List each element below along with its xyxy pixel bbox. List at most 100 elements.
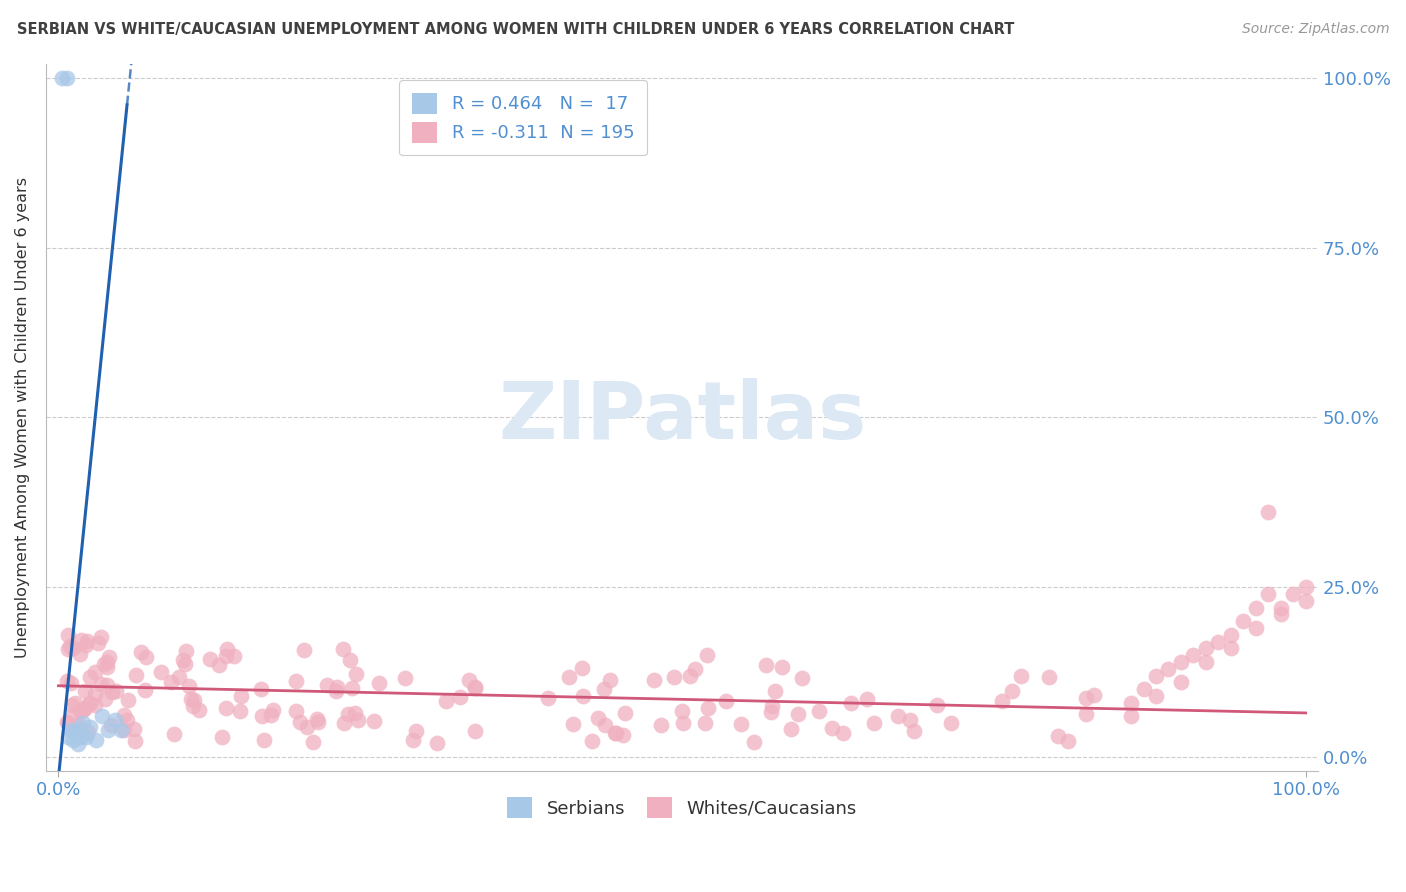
Point [305,712,328,726]
Point [84,687,107,701]
Point [821,721,844,735]
Point [149,665,172,680]
Point [284,674,307,689]
Point [1076,707,1098,722]
Text: ZIPatlas: ZIPatlas [498,378,866,457]
Point [1270,607,1292,622]
Point [124,733,146,747]
Point [292,643,315,657]
Point [1074,690,1097,705]
Point [250,709,273,723]
Point [855,692,877,706]
Point [56,716,79,731]
Point [662,670,685,684]
Point [1244,621,1267,635]
Point [1182,648,1205,663]
Point [697,701,720,715]
Point [458,673,481,687]
Point [770,660,793,674]
Point [402,733,425,747]
Point [1119,696,1142,710]
Point [1119,709,1142,723]
Y-axis label: Unemployment Among Women with Children Under 6 years: Unemployment Among Women with Children U… [15,177,30,658]
Point [464,724,486,739]
Point [63,707,86,722]
Point [69,704,91,718]
Point [605,726,627,740]
Point [315,678,337,692]
Point [464,681,486,695]
Point [672,715,695,730]
Point [63,726,86,740]
Point [405,724,427,739]
Point [67,716,90,731]
Point [70,730,93,744]
Point [863,715,886,730]
Point [90,677,112,691]
Point [250,681,273,696]
Point [714,694,737,708]
Point [368,676,391,690]
Point [58,730,80,744]
Point [112,723,135,737]
Point [763,684,786,698]
Point [117,692,139,706]
Point [112,707,135,722]
Point [790,671,813,685]
Point [571,690,593,704]
Point [614,706,637,720]
Point [181,699,204,714]
Point [1208,634,1230,648]
Point [180,691,202,706]
Point [808,704,831,718]
Point [58,628,80,642]
Point [169,670,191,684]
Point [730,716,752,731]
Point [696,648,718,663]
Point [363,714,385,728]
Point [215,700,238,714]
Point [1170,655,1192,669]
Point [336,706,359,721]
Point [679,669,702,683]
Point [990,694,1012,708]
Point [1195,655,1218,669]
Point [1282,587,1305,601]
Point [603,725,626,739]
Point [761,698,783,713]
Text: SERBIAN VS WHITE/CAUCASIAN UNEMPLOYMENT AMONG WOMEN WITH CHILDREN UNDER 6 YEARS : SERBIAN VS WHITE/CAUCASIAN UNEMPLOYMENT … [17,22,1014,37]
Point [343,706,366,720]
Point [558,670,581,684]
Point [841,696,863,710]
Point [325,684,347,698]
Point [211,731,233,745]
Point [1270,600,1292,615]
Point [284,704,307,718]
Point [207,657,229,672]
Point [887,708,910,723]
Point [898,713,921,727]
Point [62,641,84,656]
Point [1257,506,1279,520]
Point [650,718,672,732]
Point [96,656,118,670]
Point [73,701,96,715]
Point [643,673,665,687]
Point [1195,641,1218,656]
Point [70,633,93,648]
Point [1257,587,1279,601]
Point [1295,580,1317,594]
Point [62,698,84,712]
Legend: Serbians, Whites/Caucasians: Serbians, Whites/Caucasians [501,790,865,825]
Point [183,693,205,707]
Point [941,715,963,730]
Point [1132,682,1154,697]
Point [62,733,84,747]
Point [599,673,621,688]
Point [695,716,717,731]
Point [222,648,245,663]
Point [69,647,91,661]
Point [262,703,284,717]
Point [174,644,197,658]
Point [97,723,120,737]
